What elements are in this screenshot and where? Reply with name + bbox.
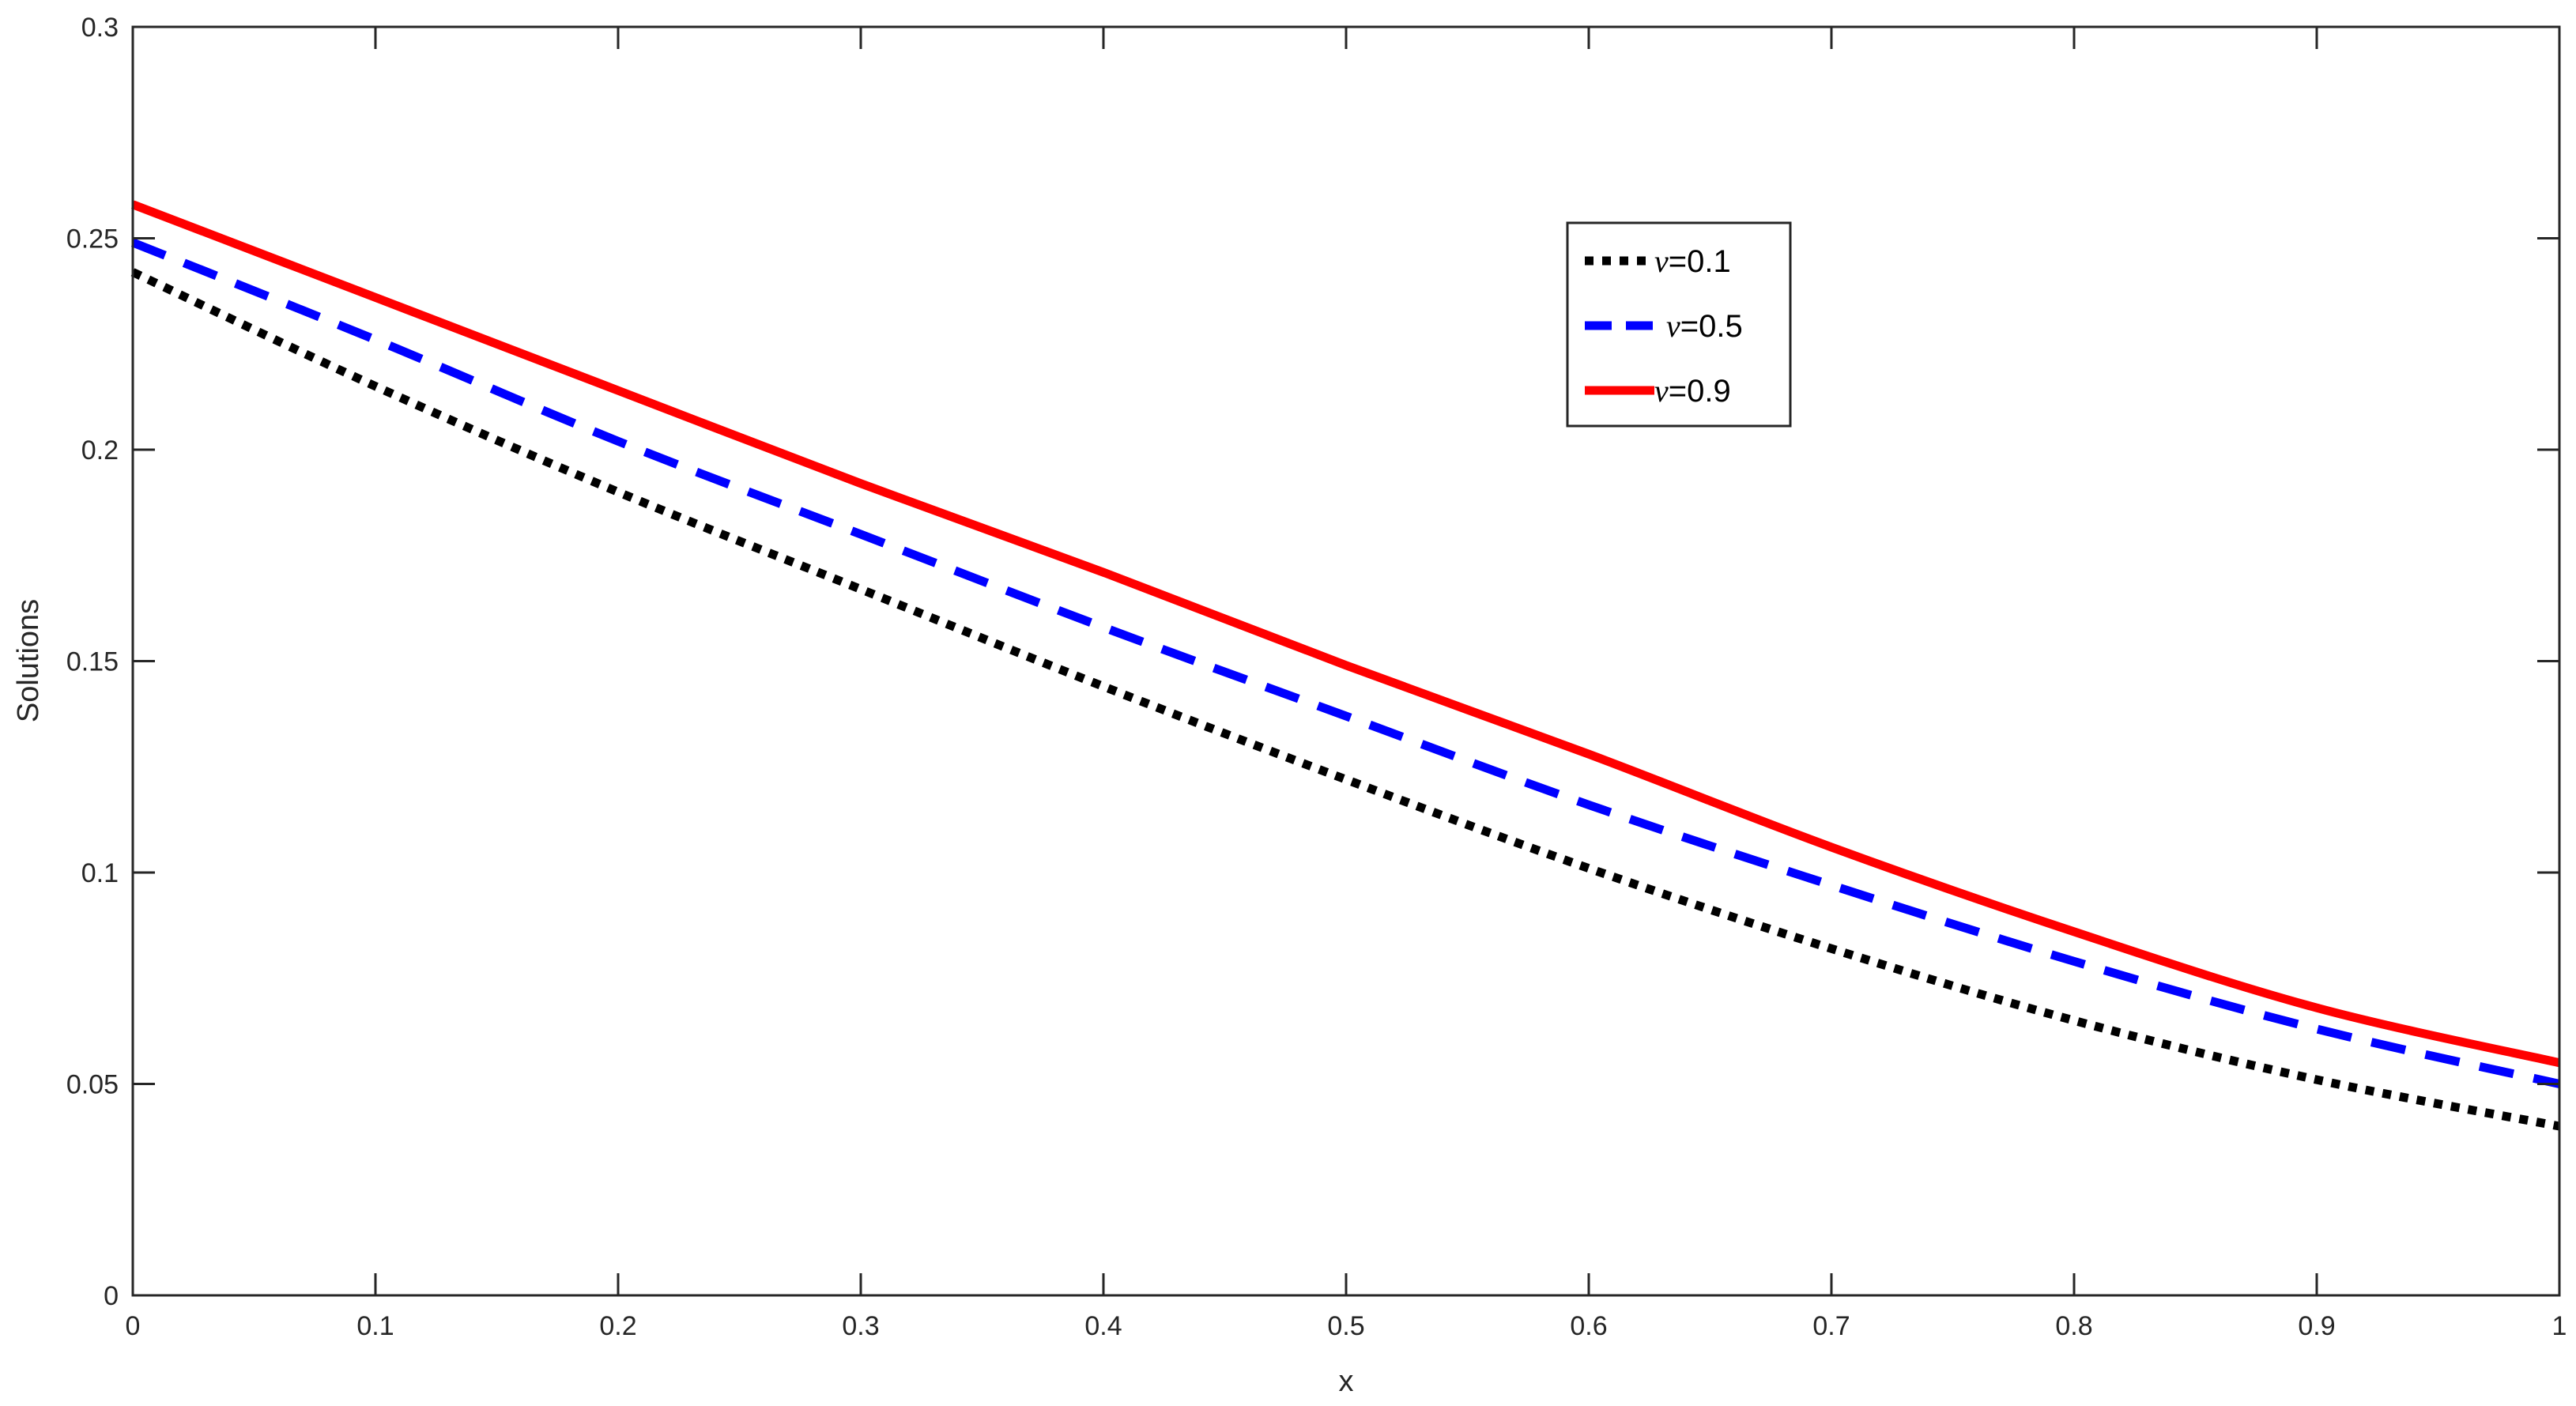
legend-value: =0.5 [1680,309,1743,344]
y-tick-label: 0.25 [66,224,119,254]
x-tick-label: 0.7 [1812,1311,1850,1341]
x-tick-label: 0.3 [842,1311,879,1341]
y-tick-label: 0 [104,1281,119,1311]
legend-value: =0.9 [1669,374,1731,409]
x-tick-label: 1 [2552,1311,2567,1341]
y-tick-label: 0.1 [81,858,119,888]
x-tick-label: 0.6 [1570,1311,1607,1341]
y-tick-label: 0.05 [66,1070,119,1100]
x-tick-label: 0.5 [1327,1311,1364,1341]
series-line-2 [130,238,2561,1088]
x-tick-label: 0.2 [599,1311,636,1341]
legend-symbol: ν [1654,373,1669,409]
x-axis-label: x [1339,1365,1354,1398]
ticks-layer: 0 0.1 0.2 0.3 0.4 0.5 0.6 0.7 0.8 0.9 1 0 0.05 0.1 0.1… [66,13,2567,1341]
legend: ν=0.1ν=0.5ν=0.9 [1566,221,1792,428]
y-tick-label: 0.2 [81,435,119,466]
y-axis-label: Solutions [12,599,45,722]
legend-label-2: ν=0.5 [1666,308,1743,344]
series-layer [130,200,2561,1131]
series-line-1 [130,268,2561,1131]
y-tick-label: 0.3 [81,13,119,43]
y-tick-label: 0.15 [66,647,119,677]
legend-symbol: ν [1666,308,1680,344]
legend-label-1: ν=0.1 [1654,243,1731,279]
x-tick-label: 0 [126,1311,141,1341]
x-tick-label: 0.8 [2055,1311,2092,1341]
legend-label-3: ν=0.9 [1654,373,1731,409]
x-tick-label: 0.9 [2298,1311,2335,1341]
legend-symbol: ν [1654,243,1669,279]
x-tick-label: 0.4 [1084,1311,1122,1341]
x-tick-label: 0.1 [356,1311,394,1341]
legend-value: =0.1 [1669,244,1731,279]
series-line-3 [131,200,2561,1068]
